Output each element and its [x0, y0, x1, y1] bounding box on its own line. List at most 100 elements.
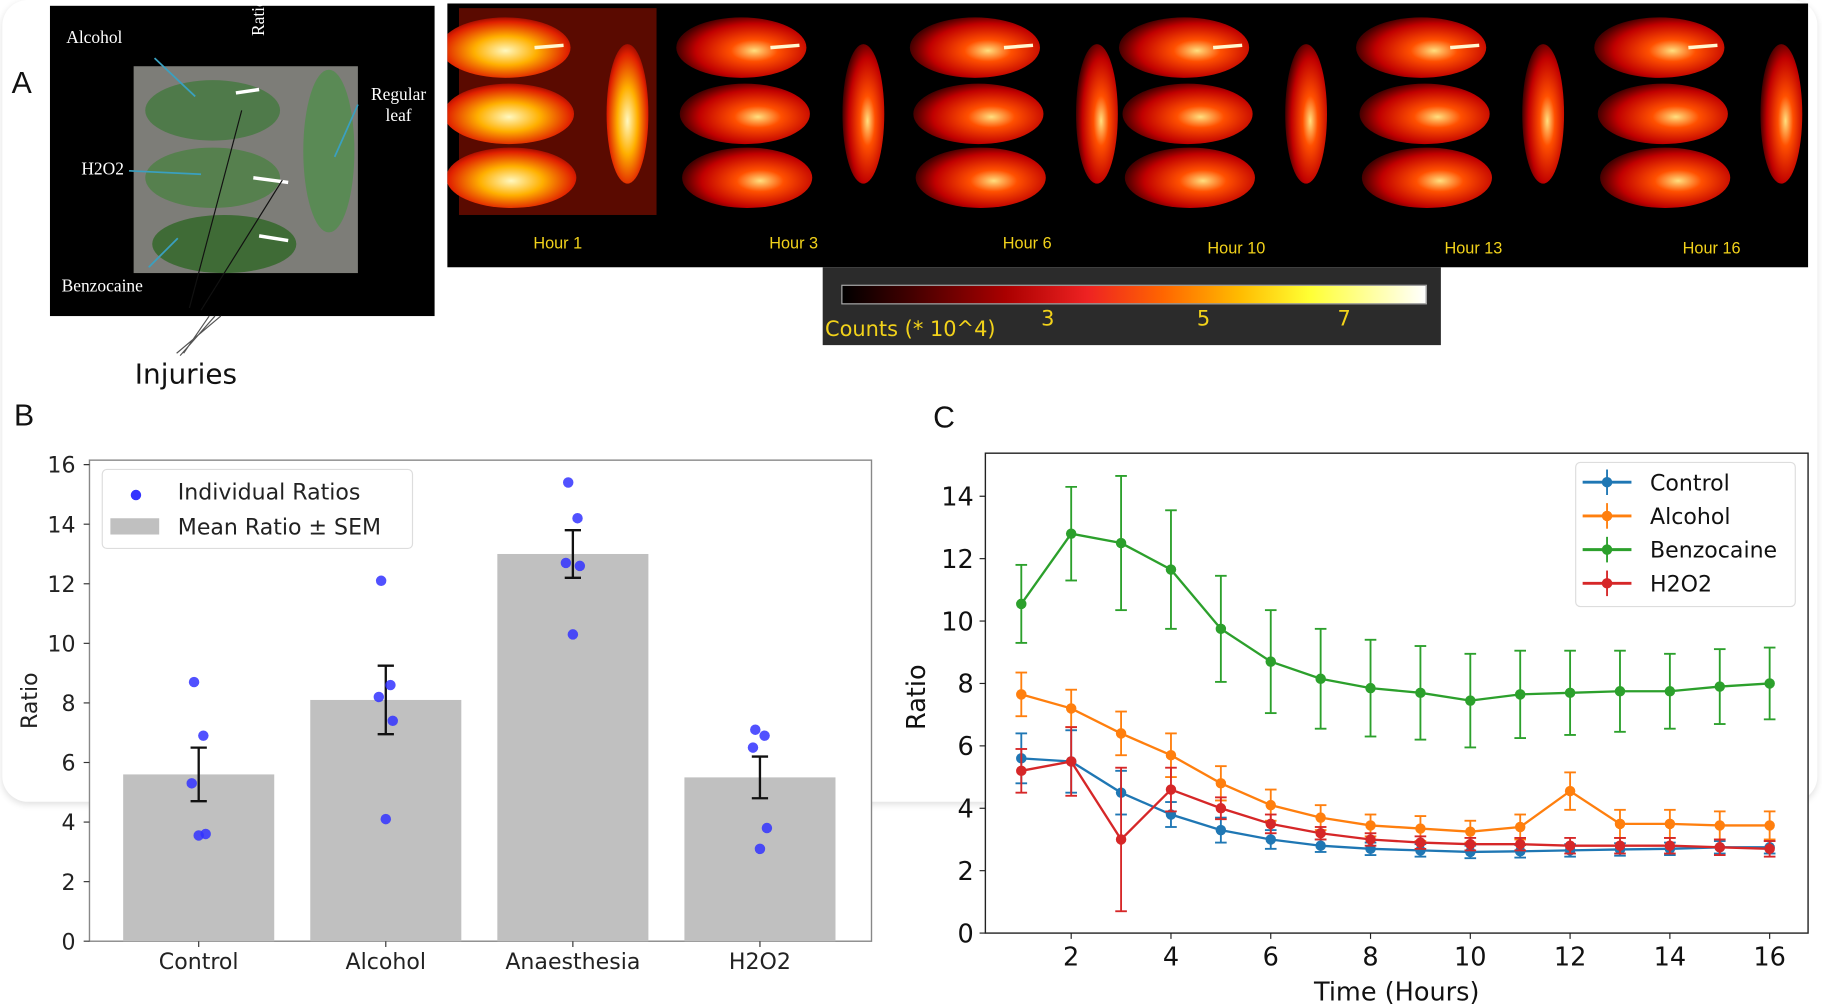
data-point	[1564, 840, 1576, 851]
data-point	[1165, 749, 1177, 761]
data-point	[1215, 623, 1227, 635]
heatmap-leaf	[1124, 147, 1255, 208]
legend: Control Alcohol Benzocaine H2O2	[1575, 461, 1796, 608]
data-point	[1714, 820, 1725, 831]
y-tick-label: 8	[957, 670, 973, 700]
individual-ratio-point	[385, 679, 396, 691]
legend-label: Alcohol	[1650, 505, 1730, 530]
injuries-label: Injuries	[134, 357, 238, 391]
data-point	[1514, 838, 1526, 850]
data-point	[1165, 564, 1177, 575]
data-point	[1165, 784, 1177, 795]
data-point	[1115, 834, 1127, 845]
data-point	[1714, 681, 1725, 692]
data-point	[1465, 838, 1476, 850]
series-line	[1020, 532, 1770, 702]
injury-mark	[1003, 43, 1034, 50]
data-point	[1215, 803, 1227, 814]
y-tick-label: 4	[957, 795, 973, 825]
luminescence-heatmap-strip: Hour 1 Hour 3 Hour 6 Hour 10 Hour 13 Hou…	[440, 3, 1809, 268]
heatmap-leaf-regular	[1522, 44, 1565, 184]
x-tick-label: 6	[1263, 943, 1279, 973]
y-tick-label: 0	[957, 919, 973, 949]
leaf-photo-image	[128, 57, 359, 311]
data-point	[1365, 834, 1376, 845]
y-tick-label: 2	[61, 871, 75, 896]
data-point	[1365, 820, 1376, 831]
x-tick-label: Alcohol	[346, 950, 426, 975]
data-point	[1016, 765, 1027, 777]
injury-mark	[770, 43, 800, 50]
legend-box	[101, 468, 414, 550]
hour-label: Hour 3	[769, 233, 819, 253]
label-benzocaine: Benzocaine	[61, 277, 143, 297]
colorbar-tick: 3	[1041, 306, 1055, 332]
hour-label: Hour 16	[1682, 238, 1741, 257]
x-tick-label: 16	[1753, 943, 1786, 973]
heatmap-leaf-regular	[1076, 44, 1118, 184]
legend-marker-points	[130, 489, 142, 501]
data-point	[1016, 598, 1027, 610]
legend-marker	[1601, 544, 1613, 555]
individual-ratio-point	[567, 629, 579, 640]
label-ratio: Ratio	[249, 0, 269, 37]
hour-label: Hour 6	[1002, 233, 1052, 253]
legend-marker-bar	[110, 518, 160, 535]
individual-ratio-point	[198, 730, 209, 741]
data-point	[1465, 695, 1476, 706]
y-axis-label: Ratio	[902, 664, 932, 730]
leaf-benzocaine	[152, 214, 297, 274]
data-point	[1664, 818, 1676, 830]
heatmap-leaf	[1594, 17, 1725, 78]
data-point	[1265, 818, 1276, 830]
y-tick-label: 4	[61, 811, 75, 836]
individual-ratio-point	[375, 575, 387, 587]
label-h2o2: H2O2	[81, 160, 124, 179]
data-point	[1215, 778, 1227, 789]
data-point	[1365, 682, 1376, 694]
individual-ratio-point	[193, 830, 204, 841]
data-point	[1415, 837, 1426, 848]
data-point	[1065, 528, 1077, 539]
data-point	[1115, 537, 1127, 549]
heatmap-leaf	[443, 83, 575, 145]
data-point	[1614, 840, 1626, 851]
heatmap-leaf-regular	[842, 44, 885, 184]
colorbar: Counts (* 10^4) 3 5 7	[822, 267, 1441, 346]
individual-ratio-point	[572, 513, 583, 524]
injury-mark	[534, 43, 564, 50]
data-point	[1714, 842, 1725, 853]
series-h2o2	[1015, 726, 1776, 913]
heatmap-leaf	[1597, 83, 1728, 145]
data-point	[1415, 687, 1426, 699]
colorbar-label: Counts (* 10^4)	[825, 317, 996, 342]
hour-label: Hour 10	[1207, 238, 1266, 257]
colorbar-gradient	[841, 284, 1427, 305]
x-tick-label: 4	[1163, 943, 1179, 973]
heatmap-leaf	[440, 17, 571, 78]
x-tick-label: 12	[1554, 943, 1587, 973]
data-point	[1315, 828, 1326, 839]
data-point	[1514, 821, 1526, 833]
heatmap-leaf	[1356, 17, 1487, 78]
individual-ratio-point	[750, 724, 761, 735]
data-point	[1764, 678, 1775, 689]
y-tick-label: 14	[941, 483, 974, 513]
legend-marker	[1601, 477, 1613, 488]
bar-h2o2	[684, 777, 836, 942]
data-point	[1315, 812, 1326, 823]
y-tick-label: 6	[957, 732, 973, 762]
y-tick-label: 14	[47, 513, 75, 538]
x-tick-label: 2	[1063, 943, 1079, 973]
y-tick-label: 10	[47, 632, 75, 657]
heatmap-images	[440, 8, 1803, 215]
individual-ratio-point	[759, 730, 770, 741]
series-alcohol	[1015, 671, 1776, 844]
legend-label: Benzocaine	[1650, 539, 1777, 564]
bar-anaesthesia	[497, 553, 649, 942]
data-point	[1016, 689, 1027, 700]
y-tick-label: 0	[61, 930, 75, 955]
leaf-regular	[303, 69, 355, 233]
individual-ratio-point	[387, 715, 398, 727]
y-tick-label: 12	[941, 545, 974, 575]
